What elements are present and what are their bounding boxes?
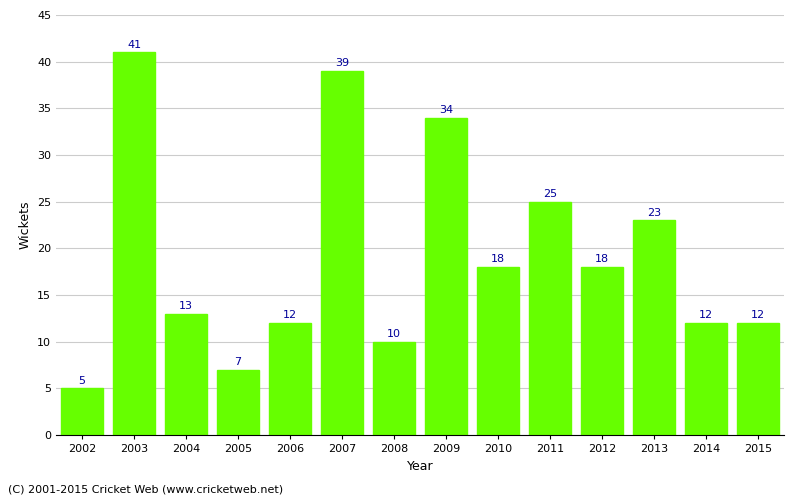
Text: 25: 25 [543,189,557,199]
Bar [477,267,519,435]
Bar [114,52,155,435]
Bar [530,202,571,435]
Text: 18: 18 [491,254,505,264]
Text: 12: 12 [699,310,713,320]
Text: 41: 41 [127,40,141,50]
Text: 12: 12 [283,310,297,320]
Text: 7: 7 [234,357,242,367]
Bar [738,323,778,435]
Bar [373,342,414,435]
Bar [685,323,726,435]
Text: 18: 18 [595,254,609,264]
Text: 13: 13 [179,301,193,311]
Bar [581,267,623,435]
Text: 23: 23 [647,208,661,218]
X-axis label: Year: Year [406,460,434,472]
Bar [218,370,259,435]
Text: 10: 10 [387,329,401,339]
Bar [270,323,311,435]
Text: 39: 39 [335,58,349,68]
Bar [426,118,466,435]
Text: 5: 5 [78,376,86,386]
Bar [634,220,674,435]
Bar [61,388,102,435]
Text: (C) 2001-2015 Cricket Web (www.cricketweb.net): (C) 2001-2015 Cricket Web (www.cricketwe… [8,485,283,495]
Bar [321,71,362,435]
Bar [165,314,206,435]
Text: 12: 12 [751,310,765,320]
Text: 34: 34 [439,105,453,115]
Y-axis label: Wickets: Wickets [18,200,31,249]
